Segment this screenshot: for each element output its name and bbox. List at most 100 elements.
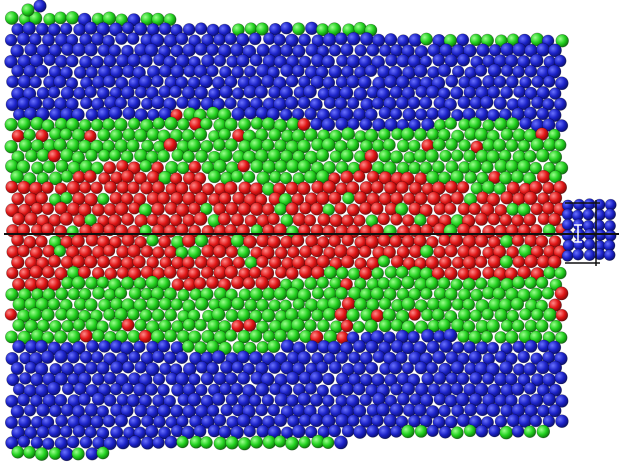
particle-blue	[85, 66, 98, 79]
particle-red	[341, 233, 354, 247]
particle-red	[164, 201, 178, 216]
particle-green	[541, 286, 555, 300]
particle-blue	[158, 426, 172, 440]
particle-red	[285, 266, 299, 280]
particle-red	[120, 169, 135, 184]
particle-red	[146, 256, 160, 269]
particle-blue	[280, 339, 295, 353]
particle-red	[158, 235, 172, 249]
particle-green	[316, 276, 330, 289]
particle-green	[187, 330, 202, 344]
particle-green	[321, 436, 335, 450]
particle-green	[464, 171, 478, 184]
particle-blue	[305, 340, 319, 354]
particle-green	[296, 139, 311, 154]
particle-green	[98, 149, 111, 162]
particle-blue	[365, 340, 379, 354]
particle-red	[181, 256, 195, 270]
particle-green	[445, 138, 458, 152]
particle-blue	[553, 54, 567, 68]
particle-green	[468, 159, 482, 174]
particle-green	[230, 233, 245, 248]
particle-blue	[395, 75, 410, 89]
particle-blue	[513, 85, 526, 99]
particle-blue	[128, 435, 142, 449]
particle-blue	[376, 402, 390, 417]
particle-green	[510, 297, 525, 311]
particle-green	[329, 150, 343, 163]
particle-red	[299, 245, 313, 259]
particle-red	[188, 160, 202, 174]
particle-blue	[519, 116, 533, 130]
particle-red	[443, 202, 457, 215]
particle-green	[292, 297, 305, 311]
particle-red	[456, 181, 470, 194]
particle-blue	[445, 74, 459, 88]
particle-red	[353, 214, 366, 227]
particle-blue	[309, 393, 324, 407]
particle-green	[364, 128, 379, 143]
particle-green	[5, 330, 18, 344]
particle-green	[536, 424, 551, 439]
particle-red	[18, 267, 32, 280]
particle-red	[261, 202, 275, 216]
particle-green	[267, 339, 281, 354]
particle-red	[334, 202, 347, 215]
particle-green	[157, 149, 170, 163]
particle-blue	[335, 351, 349, 364]
particle-blue	[194, 42, 208, 56]
particle-blue	[164, 435, 178, 449]
particle-red	[390, 191, 404, 206]
particle-blue	[29, 53, 44, 68]
particle-blue	[553, 97, 567, 111]
particle-blue	[383, 413, 398, 428]
particle-blue	[170, 424, 184, 438]
particle-green	[224, 138, 239, 152]
particle-green	[342, 191, 355, 205]
particle-green	[413, 213, 427, 227]
particle-green	[157, 276, 171, 291]
particle-blue	[224, 32, 237, 46]
particle-green	[378, 149, 392, 163]
particle-red	[377, 233, 391, 247]
particle-green	[524, 276, 538, 290]
particle-red	[91, 203, 105, 217]
particle-blue	[86, 339, 100, 353]
particle-blue	[421, 328, 435, 343]
particle-blue	[187, 392, 202, 407]
particle-green	[499, 425, 514, 440]
particle-red	[480, 202, 495, 217]
particle-blue	[542, 75, 556, 88]
particle-green	[242, 170, 256, 184]
particle-green	[96, 446, 110, 460]
particle-green	[396, 139, 410, 153]
particle-red	[346, 203, 360, 217]
particle-blue	[425, 361, 439, 375]
particle-red	[340, 254, 355, 269]
particle-green	[139, 159, 153, 173]
particle-green	[96, 192, 110, 206]
particle-green	[22, 445, 37, 459]
particle-blue	[353, 425, 367, 439]
particle-blue	[176, 96, 189, 110]
particle-green	[114, 286, 128, 300]
particle-red	[364, 149, 379, 163]
particle-red	[340, 170, 354, 184]
particle-red	[11, 192, 25, 206]
particle-green	[60, 191, 73, 205]
particle-green	[127, 308, 140, 321]
particle-blue	[561, 229, 574, 242]
particle-blue	[309, 413, 324, 428]
particle-green	[41, 331, 55, 344]
particle-blue	[255, 403, 269, 417]
particle-green	[207, 169, 222, 184]
particle-blue	[481, 416, 494, 429]
particle-blue	[127, 96, 141, 110]
particle-blue	[157, 383, 170, 397]
particle-blue	[60, 42, 75, 57]
particle-red	[230, 275, 245, 290]
particle-red	[35, 235, 48, 248]
particle-red	[322, 180, 337, 194]
particle-green	[127, 117, 141, 131]
particle-blue	[347, 117, 360, 131]
